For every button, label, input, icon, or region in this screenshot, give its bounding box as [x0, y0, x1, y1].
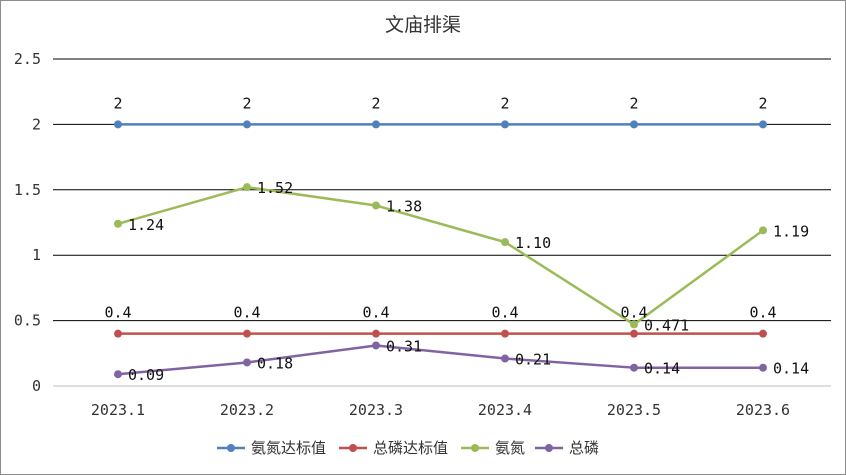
legend-swatch-marker [227, 444, 235, 452]
y-tick-label: 2.5 [14, 50, 41, 68]
y-tick-label: 0 [32, 377, 41, 395]
x-tick-label: 2023.3 [349, 401, 403, 419]
series-line [117, 185, 764, 326]
data-point [372, 120, 380, 129]
data-point [114, 370, 122, 379]
data-point [759, 120, 767, 129]
data-point [372, 201, 380, 210]
data-label: 0.21 [515, 351, 551, 369]
data-label: 2 [371, 94, 380, 112]
data-label: 0.4 [233, 304, 260, 322]
data-label: 1.38 [386, 197, 422, 215]
data-label: 0.4 [620, 304, 647, 322]
data-point [114, 120, 122, 129]
data-point [630, 320, 638, 329]
data-label: 0.4 [104, 304, 131, 322]
x-tick-label: 2023.2 [220, 401, 274, 419]
data-label: 1.52 [257, 179, 293, 197]
y-tick-label: 1.5 [14, 181, 41, 199]
data-label: 0.14 [773, 360, 809, 378]
legend-label: 氨氮 [495, 439, 525, 457]
chart-title: 文庙排渠 [385, 14, 461, 36]
data-point [501, 238, 509, 247]
data-label: 1.10 [515, 234, 551, 252]
data-label: 0.4 [362, 304, 389, 322]
legend-swatch-marker [349, 444, 357, 452]
data-point [630, 329, 638, 338]
y-axis-tick-labels: 0 0.5 1 1.5 2 2.5 [14, 50, 41, 395]
gridlines [53, 58, 831, 387]
data-label: 0.18 [257, 354, 293, 372]
legend-label: 总磷 [569, 439, 599, 457]
data-point [501, 354, 509, 363]
data-labels: 2 2 2 2 2 2 0.4 0.4 0.4 0.4 0.4 0.4 1.24 1.52 1.38 1.10… [104, 94, 809, 384]
data-point [114, 219, 122, 228]
data-label: 0.4 [749, 304, 776, 322]
data-label: 2 [242, 94, 251, 112]
data-point [759, 363, 767, 372]
data-point [372, 329, 380, 338]
y-tick-label: 2 [32, 115, 41, 133]
data-label: 0.14 [644, 360, 680, 378]
data-point [243, 183, 251, 192]
data-label: 0.31 [386, 337, 422, 355]
x-tick-label: 2023.4 [478, 401, 532, 419]
data-point [501, 329, 509, 338]
legend-swatch-marker [471, 444, 479, 452]
data-point [243, 329, 251, 338]
data-point [372, 341, 380, 350]
data-point [759, 329, 767, 338]
data-label: 1.19 [773, 222, 809, 240]
data-point [114, 329, 122, 338]
data-label: 2 [113, 94, 122, 112]
x-tick-label: 2023.5 [607, 401, 661, 419]
data-label: 0.471 [644, 316, 689, 334]
x-axis-tick-labels: 2023.1 2023.2 2023.3 2023.4 2023.5 2023.6 [91, 401, 790, 419]
x-tick-label: 2023.1 [91, 401, 145, 419]
data-point [759, 226, 767, 235]
data-point [501, 120, 509, 129]
legend-label: 总磷达标值 [373, 439, 448, 457]
legend-swatch-marker [545, 444, 553, 452]
data-label: 1.24 [128, 216, 164, 234]
legend-label: 氨氮达标值 [251, 439, 326, 457]
y-tick-label: 0.5 [14, 312, 41, 330]
data-point [243, 120, 251, 129]
data-label: 2 [758, 94, 767, 112]
series-line [117, 344, 763, 376]
series-layer [114, 120, 767, 379]
legend: 氨氮达标值 总磷达标值 氨氮 总磷 [217, 439, 599, 457]
y-tick-label: 1 [32, 246, 41, 264]
data-point [630, 120, 638, 129]
data-label: 0.09 [128, 366, 164, 384]
data-point [243, 358, 251, 367]
data-label: 2 [500, 94, 509, 112]
data-label: 0.4 [491, 304, 518, 322]
data-point [630, 363, 638, 372]
data-label: 2 [629, 94, 638, 112]
x-tick-label: 2023.6 [736, 401, 790, 419]
